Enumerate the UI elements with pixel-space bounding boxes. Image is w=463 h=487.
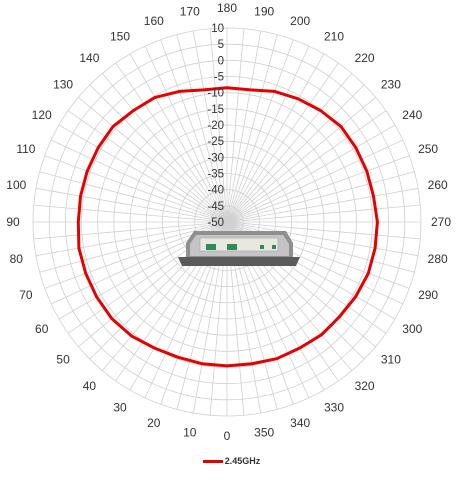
angle-tick-label: 90 [6,215,20,229]
angle-tick-label: 150 [110,30,130,44]
radial-tick-label: -45 [207,201,224,213]
grid-spoke [226,30,262,223]
grid-spoke [44,155,228,223]
radial-tick-label: 5 [218,39,224,51]
radial-tick-label: -40 [207,185,224,197]
angle-tick-label: 260 [428,178,448,192]
angle-tick-label: 270 [431,215,451,229]
grid-spoke [226,110,387,223]
angle-tick-label: 220 [355,51,375,65]
angle-tick-label: 200 [290,14,310,28]
angle-tick-label: 140 [79,51,99,65]
grid-spoke [39,171,228,223]
grid-spoke [33,204,228,223]
grid-spoke [226,84,365,223]
grid-spoke [33,221,228,240]
legend-swatch [202,459,223,463]
grid-spoke [226,62,339,223]
angle-tick-label: 280 [428,252,448,266]
angle-tick-label: 340 [290,416,310,430]
grid-spoke [192,30,228,223]
angle-tick-label: 130 [53,77,73,91]
angle-tick-label: 80 [10,252,24,266]
grid-spoke [226,53,325,223]
angle-tick-label: 230 [381,77,401,91]
angle-tick-label: 330 [324,400,344,414]
grid-spoke [160,39,228,223]
grid-spoke [39,221,228,273]
angle-tick-label: 100 [6,178,26,192]
legend-label: 2.45GHz [224,456,261,466]
radial-tick-label: -20 [207,120,224,132]
angle-tick-label: 240 [402,108,422,122]
angle-tick-label: 320 [355,379,375,393]
angle-tick-label: 120 [32,108,52,122]
grid-spoke [226,34,278,223]
grid-spoke [101,73,228,223]
grid-spoke [176,34,228,223]
polar-chart-svg: 0102030405060708090100110120130140150160… [6,1,451,443]
angle-tick-label: 110 [16,142,35,156]
angle-tick-label: 190 [254,4,274,18]
angle-tick-label: 310 [381,353,401,367]
angle-tick-label: 60 [35,322,49,336]
grid-spoke [226,46,310,223]
grid-spoke [226,221,421,240]
grid-spoke [226,221,415,273]
grid-spoke [226,155,410,223]
grid-spoke [144,46,228,223]
angle-tick-label: 20 [147,416,161,430]
radial-tick-label: -15 [207,104,224,116]
angle-tick-label: 160 [144,14,164,28]
grid-spoke [67,110,228,223]
radial-tick-label: -50 [207,217,224,229]
angle-tick-label: 210 [324,30,344,44]
grid-spoke [226,171,415,223]
grid-spoke [35,221,228,257]
radial-tick-label: -5 [214,72,224,84]
angle-tick-label: 250 [418,142,438,156]
radial-tick-label: -35 [207,169,224,181]
grid-spoke [89,84,228,223]
angle-tick-label: 70 [19,288,33,302]
grid-spoke [209,28,228,223]
grid-spoke [226,39,294,223]
angle-tick-label: 180 [217,1,237,15]
grid-spoke [51,139,228,223]
device-photo-icon [178,231,300,266]
angle-tick-label: 30 [113,400,127,414]
grid-spoke [78,96,228,223]
radial-tick-label: -10 [207,88,224,100]
radial-tick-label: -30 [207,152,224,164]
angle-tick-label: 0 [224,429,231,440]
grid-spoke [226,73,353,223]
radial-tick-label: 0 [218,55,224,67]
grid-spoke [226,96,376,223]
grid-spoke [226,139,403,223]
grid-spoke [226,221,419,257]
grid-spoke [226,204,421,223]
legend: 2.45GHz [0,456,463,466]
grid-spoke [226,28,245,223]
grid-spoke [226,187,419,223]
radial-tick-label: -25 [207,136,224,148]
grid-spoke [115,62,228,223]
angle-tick-label: 170 [180,4,200,18]
angle-tick-label: 50 [56,353,70,367]
angle-tick-label: 40 [83,379,97,393]
grid-spoke [58,124,228,223]
grid-spoke [129,53,228,223]
angle-tick-label: 300 [402,322,422,336]
angle-tick-label: 290 [418,288,438,302]
grid-spoke [226,124,396,223]
grid-spoke [35,187,228,223]
angle-tick-label: 350 [254,426,274,440]
angle-tick-label: 10 [183,426,197,440]
radial-tick-label: 10 [211,23,224,35]
